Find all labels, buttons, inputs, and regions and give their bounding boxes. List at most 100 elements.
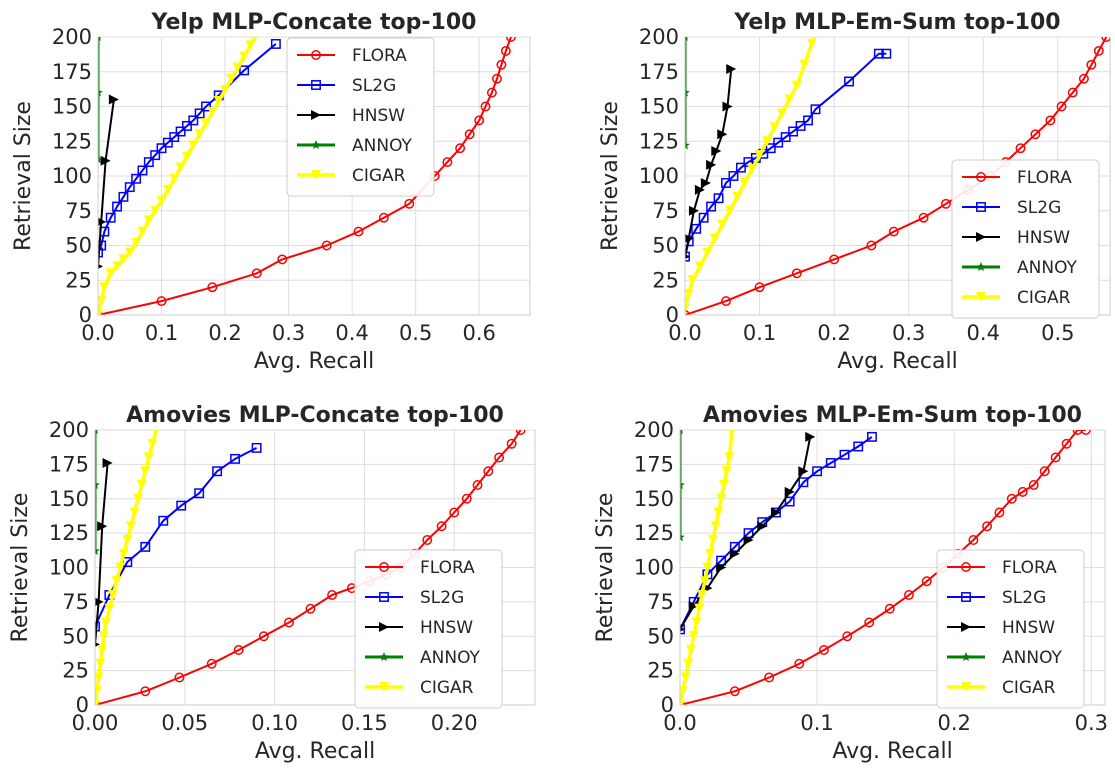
legend-label-annoy: ANNOY [420, 648, 481, 668]
data-point-flora [888, 226, 899, 237]
data-point-flora [492, 73, 502, 84]
y-tick-label: 0 [661, 693, 674, 717]
data-point-cigar [717, 219, 728, 230]
data-point-flora [378, 212, 389, 223]
x-tick-label: 0.1 [743, 321, 776, 345]
data-point-cigar [143, 215, 154, 226]
data-point-cigar [118, 254, 129, 265]
x-tick-label: 0.2 [208, 321, 241, 345]
data-point-cigar [169, 173, 180, 184]
data-point-flora [1006, 493, 1017, 504]
data-point-flora [968, 535, 979, 545]
data-point-hnsw [743, 535, 754, 545]
data-point-flora [174, 672, 185, 683]
data-point-flora [842, 631, 853, 642]
data-point-cigar [709, 233, 720, 244]
y-tick-label: 25 [647, 659, 674, 683]
series-line-hnsw [98, 99, 115, 267]
data-point-annoy [680, 532, 685, 542]
data-point-annoy [95, 430, 98, 434]
data-point-hnsw [100, 155, 111, 166]
series-annoy [98, 37, 103, 164]
legend-label-sl2g: SL2G [420, 588, 464, 608]
legend-box [354, 549, 503, 709]
data-point-flora [1101, 37, 1110, 42]
data-point-flora [455, 143, 466, 154]
data-point-flora [1061, 438, 1072, 449]
legend-label-flora: FLORA [352, 46, 407, 66]
series-cigar [685, 37, 817, 314]
data-point-hnsw [784, 486, 795, 497]
data-point-cigar [104, 603, 115, 614]
data-point-sl2g [188, 115, 199, 126]
data-point-sl2g [716, 555, 727, 566]
data-point-sl2g [825, 458, 836, 468]
data-point-sl2g [212, 466, 223, 477]
data-point-cigar [769, 122, 780, 133]
data-point-cigar [111, 576, 122, 587]
data-point-cigar [806, 38, 817, 49]
data-point-hnsw [98, 217, 107, 226]
data-point-flora [461, 493, 472, 504]
legend-marker-sl2g [311, 80, 321, 90]
data-point-hnsw [717, 129, 728, 140]
data-point-flora [436, 521, 447, 532]
data-point-sl2g [156, 143, 167, 154]
data-point-cigar [680, 700, 685, 705]
x-tick-label: 0.0 [81, 321, 114, 345]
data-point-cigar [710, 521, 721, 532]
data-point-flora [474, 115, 485, 126]
x-tick-label: 0.3 [272, 321, 305, 345]
data-point-flora [483, 466, 494, 477]
series-cigar [98, 37, 258, 315]
y-tick-label: 200 [639, 25, 679, 49]
x-tick-label: 0.5 [1041, 321, 1074, 345]
data-point-cigar [691, 617, 702, 628]
data-point-flora [505, 37, 516, 42]
data-point-cigar [98, 631, 109, 642]
y-axis-label: Retrieval Size [11, 101, 36, 251]
x-tick-label: 0.20 [431, 711, 478, 735]
data-point-flora [251, 268, 262, 279]
data-point-cigar [175, 162, 186, 173]
data-point-cigar [95, 700, 100, 705]
data-point-cigar [699, 576, 710, 587]
y-tick-label: 100 [639, 164, 679, 188]
legend-marker-cigar [976, 292, 986, 302]
data-point-cigar [194, 129, 205, 140]
data-point-annoy [98, 87, 103, 97]
data-point-flora [904, 590, 914, 600]
data-point-cigar [147, 438, 158, 449]
x-tick-label: 0.2 [817, 321, 850, 345]
legend-marker-sl2g [379, 592, 389, 602]
y-tick-label: 150 [634, 487, 674, 511]
data-point-cigar [680, 686, 688, 697]
legend-marker-hnsw [961, 622, 971, 632]
chart-panel-4: 0 25 50 75 100 125 150 175 200 0.0 0.1 0.2 0.3 Amovie… [593, 403, 1108, 764]
legend-marker-hnsw [379, 622, 389, 632]
data-point-cigar [791, 80, 802, 91]
data-point-sl2g [251, 442, 262, 453]
legend-label-cigar: CIGAR [1017, 288, 1071, 308]
y-axis-label: Retrieval Size [593, 493, 618, 643]
data-point-flora [1072, 430, 1083, 435]
x-tick-label: 0.2 [937, 711, 970, 735]
data-point-flora [156, 296, 167, 307]
legend-label-sl2g: SL2G [1002, 588, 1046, 608]
legend-marker-cigar [961, 682, 971, 692]
data-point-flora [721, 296, 731, 307]
data-point-flora [207, 282, 218, 293]
x-axis-label: Avg. Recall [832, 739, 952, 764]
data-point-flora [794, 658, 805, 669]
legend-label-annoy: ANNOY [1002, 648, 1063, 668]
data-point-cigar [201, 118, 211, 129]
y-tick-label: 100 [634, 556, 674, 580]
data-point-annoy [98, 37, 101, 41]
data-point-sl2g [780, 132, 791, 143]
x-tick-label: 0.3 [1075, 711, 1108, 735]
data-point-sl2g [798, 477, 809, 488]
data-point-flora [506, 438, 517, 449]
series-line-hnsw [95, 462, 109, 645]
legend: FLORA SL2G HNSW ANNOY CIGAR [354, 549, 503, 709]
data-point-sl2g [839, 449, 850, 460]
